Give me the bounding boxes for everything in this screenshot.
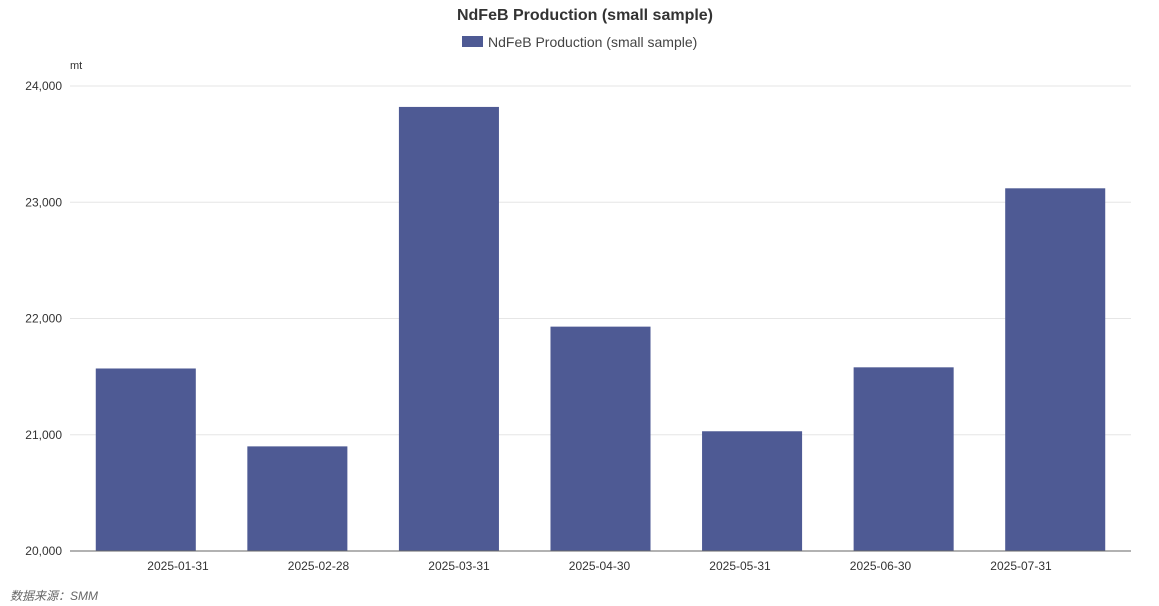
bar[interactable] — [1005, 188, 1106, 552]
y-axis-unit: mt — [70, 60, 82, 72]
x-tick-label: 2025-06-30 — [850, 559, 912, 573]
bars — [95, 106, 1106, 552]
y-axis-ticks: 20,000 21,000 22,000 23,000 24,000 — [25, 79, 62, 558]
x-tick-label: 2025-01-31 — [147, 559, 209, 573]
bar[interactable] — [95, 368, 196, 551]
x-tick-label: 2025-03-31 — [428, 559, 490, 573]
y-tick-label: 23,000 — [25, 195, 62, 209]
bar[interactable] — [853, 367, 954, 551]
source-note: 数据来源：SMM — [10, 589, 98, 603]
bar[interactable] — [247, 446, 348, 551]
x-tick-label: 2025-04-30 — [569, 559, 631, 573]
chart-title: NdFeB Production (small sample) — [457, 7, 713, 24]
x-tick-label: 2025-07-31 — [990, 559, 1052, 573]
y-tick-label: 21,000 — [25, 428, 62, 442]
x-tick-label: 2025-02-28 — [288, 559, 350, 573]
legend-swatch — [462, 36, 483, 47]
y-tick-label: 22,000 — [25, 312, 62, 326]
bar[interactable] — [550, 326, 651, 551]
legend[interactable]: NdFeB Production (small sample) — [462, 34, 697, 50]
x-tick-label: 2025-05-31 — [709, 559, 771, 573]
y-tick-label: 24,000 — [25, 79, 62, 93]
bar[interactable] — [702, 431, 803, 551]
bar[interactable] — [398, 106, 499, 552]
y-tick-label: 20,000 — [25, 544, 62, 558]
legend-label: NdFeB Production (small sample) — [488, 34, 697, 50]
x-axis-ticks: 2025-01-31 2025-02-28 2025-03-31 2025-04-30… — [147, 559, 1052, 573]
